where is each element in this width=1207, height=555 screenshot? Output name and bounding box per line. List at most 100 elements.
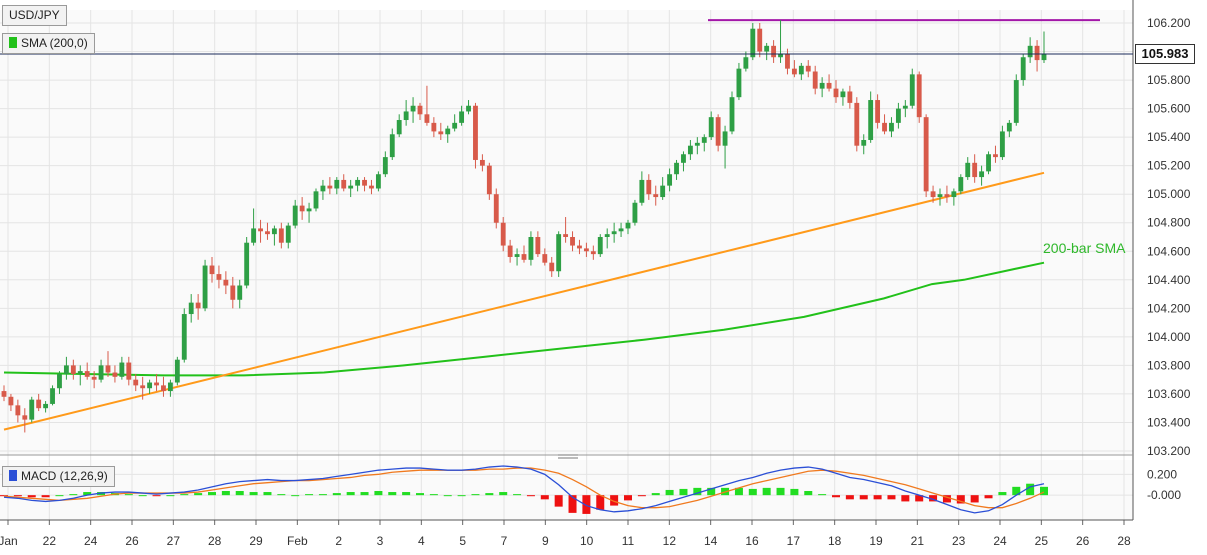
candle-body (715, 117, 721, 146)
x-tick-label: 18 (828, 534, 842, 548)
sma-indicator-badge[interactable]: SMA (200,0) (2, 33, 95, 54)
macd-indicator-badge[interactable]: MACD (12,26,9) (2, 466, 115, 487)
macd-histogram-bar (55, 495, 64, 497)
candle-body (154, 382, 159, 386)
candle-body (563, 234, 569, 237)
macd-histogram-bar (471, 494, 480, 496)
macd-histogram-bar (388, 492, 397, 496)
candle-body (22, 415, 28, 420)
macd-histogram-bar (942, 495, 951, 503)
candle-body (805, 65, 811, 72)
candle-body (452, 122, 458, 129)
macd-histogram-bar (291, 495, 300, 497)
macd-histogram-bar (194, 493, 203, 496)
y-tick-label: 105.600 (1147, 102, 1191, 116)
macd-histogram-bar (429, 494, 438, 496)
y-tick-label: 105.400 (1147, 130, 1191, 144)
x-tick-label: 27 (167, 534, 181, 548)
x-tick-label: 9 (542, 534, 549, 548)
candle-body (230, 285, 236, 300)
x-tick-label: 4 (418, 534, 425, 548)
candle-body (930, 191, 936, 198)
candle-body (167, 382, 173, 392)
candle-body (868, 100, 874, 140)
macd-histogram-bar (845, 495, 854, 500)
y-tick-label: 105.000 (1147, 187, 1191, 201)
symbol-label: USD/JPY (9, 8, 60, 22)
candle-body (923, 117, 929, 192)
candle-body (341, 179, 347, 189)
candle-body (847, 91, 853, 103)
macd-histogram-bar (263, 492, 272, 496)
candle-body (493, 194, 499, 223)
macd-histogram-bar (970, 495, 979, 503)
macd-histogram-bar (499, 492, 508, 496)
candle-body (902, 105, 908, 109)
candle-body (819, 82, 825, 89)
support-trendline (3, 171, 1045, 431)
macd-histogram-bar (582, 495, 591, 514)
candle-body (133, 379, 139, 386)
candle-body (334, 179, 340, 189)
candle-body (126, 362, 132, 380)
candle-body (791, 68, 797, 75)
candle-body (424, 114, 430, 123)
candle-body (549, 262, 555, 272)
candle-body (147, 382, 153, 389)
symbol-badge[interactable]: USD/JPY (2, 5, 67, 26)
macd-histogram-bar (180, 494, 189, 496)
candle-body (43, 403, 49, 409)
macd-indicator-label: MACD (12,26,9) (21, 469, 108, 483)
macd-histogram-bar (637, 495, 646, 497)
x-tick-label: 23 (952, 534, 966, 548)
macd-histogram-bar (762, 487, 771, 496)
y-tick-label: 105.800 (1147, 73, 1191, 87)
macd-y-tick-label: -0.000 (1147, 488, 1181, 502)
candle-body (105, 365, 111, 373)
macd-histogram-bar (873, 495, 882, 500)
x-tick-label: 21 (911, 534, 925, 548)
x-tick-label: 28 (208, 534, 222, 548)
candle-body (681, 154, 686, 163)
candle-body (840, 91, 846, 98)
candle-body (972, 162, 978, 178)
y-tick-label: 103.200 (1147, 444, 1191, 458)
macd-histogram-bar (0, 495, 8, 497)
macd-histogram-bar (790, 488, 799, 496)
candle-body (140, 385, 146, 389)
candle-body (812, 71, 818, 89)
macd-histogram-bar (665, 489, 674, 496)
x-tick-label: 24 (993, 534, 1007, 548)
candle-body (1013, 80, 1019, 123)
macd-histogram-bar (679, 488, 688, 496)
x-tick-label: 29 (249, 534, 263, 548)
candle-body (729, 97, 735, 132)
macd-histogram-bar (707, 487, 716, 496)
candle-body (77, 371, 83, 374)
macd-histogram-bar (374, 491, 383, 496)
macd-histogram-bar (13, 495, 22, 497)
y-tick-label: 105.200 (1147, 159, 1191, 173)
macd-histogram-bar (166, 495, 175, 497)
candle-body (611, 231, 617, 235)
candle-body (979, 171, 985, 178)
candle-body (916, 74, 922, 118)
macd-histogram-bar (998, 492, 1007, 496)
candle-body (577, 245, 582, 249)
macd-histogram-bar (734, 487, 743, 496)
candle-body (112, 372, 118, 377)
candle-body (778, 54, 783, 58)
candle-body (486, 165, 492, 195)
candle-body (993, 154, 998, 158)
x-tick-label: Feb (287, 534, 308, 548)
candle-body (244, 242, 250, 286)
candle-body (265, 231, 270, 235)
candle-body (826, 82, 832, 89)
candle-body (958, 177, 964, 192)
candle-body (667, 174, 673, 186)
macd-histogram-bar (346, 492, 355, 496)
sma-indicator-label: SMA (200,0) (21, 36, 88, 50)
x-tick-label: Jan (0, 534, 18, 548)
candle-body (604, 234, 610, 237)
